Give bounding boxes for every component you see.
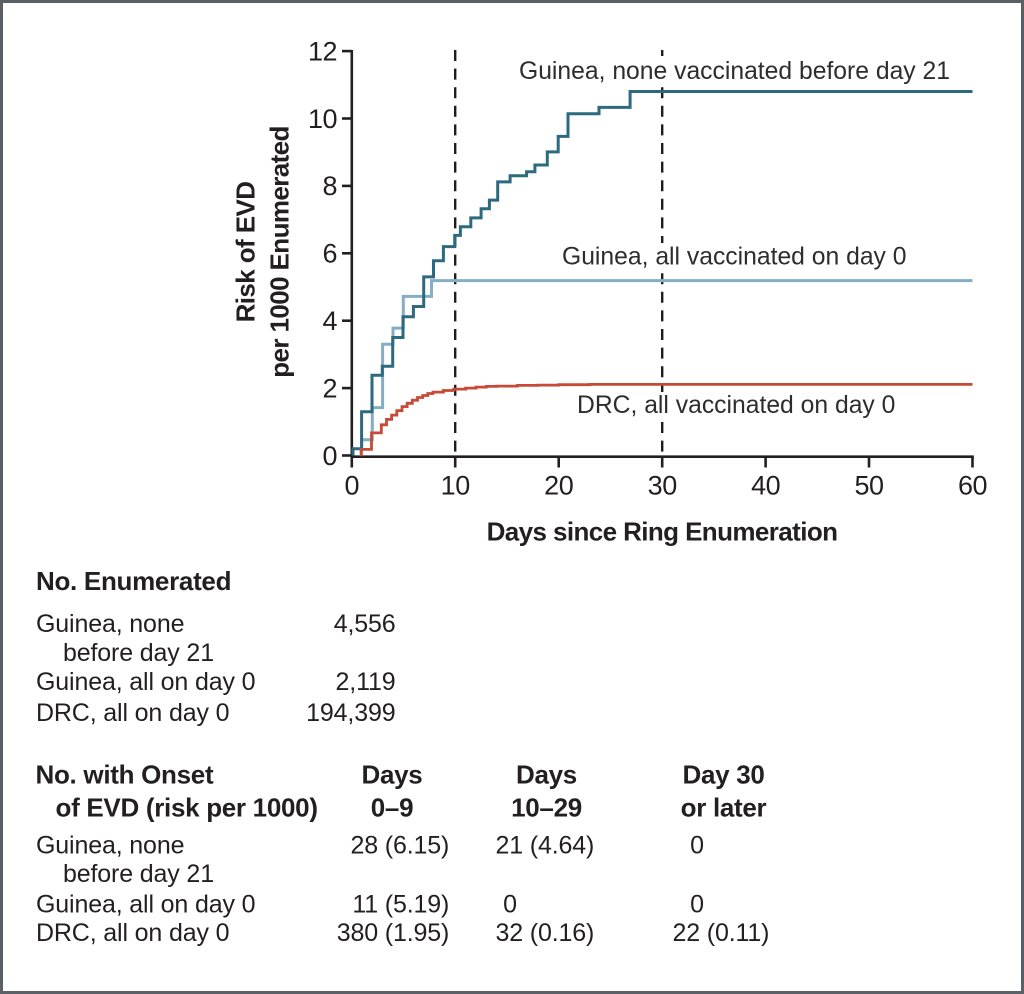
svg-text:(4.64): (4.64) [523,832,594,860]
svg-text:8: 8 [322,171,337,201]
svg-text:4,556: 4,556 [334,610,396,638]
svg-text:30: 30 [648,471,677,501]
svg-text:21: 21 [495,832,523,860]
svg-text:0: 0 [322,441,337,471]
svg-text:Guinea, none: Guinea, none [36,832,184,860]
svg-text:50: 50 [854,471,883,501]
svg-text:DRC, all vaccinated on day 0: DRC, all vaccinated on day 0 [577,392,895,419]
svg-text:Guinea, none: Guinea, none [36,610,184,638]
svg-text:0: 0 [345,471,360,501]
svg-text:DRC, all on day 0: DRC, all on day 0 [36,919,229,947]
svg-text:Guinea, all on day 0: Guinea, all on day 0 [36,890,255,918]
svg-text:11: 11 [352,890,378,918]
svg-text:32: 32 [495,919,523,947]
svg-text:2,119: 2,119 [336,668,396,696]
svg-text:DRC, all on day 0: DRC, all on day 0 [36,699,229,727]
svg-text:10: 10 [441,471,470,501]
svg-text:Days: Days [362,760,423,790]
svg-text:2: 2 [322,373,337,403]
svg-text:6: 6 [322,239,337,269]
svg-text:60: 60 [958,471,987,501]
svg-text:before day 21: before day 21 [63,860,214,888]
svg-text:0–9: 0–9 [371,792,413,822]
svg-text:(5.19): (5.19) [378,890,449,918]
svg-text:10–29: 10–29 [511,792,582,822]
svg-text:380: 380 [337,919,378,947]
svg-text:Days since Ring Enumeration: Days since Ring Enumeration [487,517,838,547]
svg-text:(6.15): (6.15) [378,832,449,860]
svg-text:(0.11): (0.11) [700,919,769,947]
svg-text:20: 20 [544,471,573,501]
svg-text:No. Enumerated: No. Enumerated [36,566,231,596]
svg-text:Guinea, all vaccinated on day: Guinea, all vaccinated on day 0 [562,244,906,271]
svg-text:of EVD (risk per 1000): of EVD (risk per 1000) [56,792,318,822]
svg-text:28: 28 [350,832,378,860]
svg-text:4: 4 [322,306,337,336]
svg-text:No. with Onset: No. with Onset [36,760,214,790]
svg-text:Guinea, none vaccinated before: Guinea, none vaccinated before day 21 [519,58,950,85]
svg-text:(0.16): (0.16) [523,919,594,947]
svg-text:Guinea, all on day 0: Guinea, all on day 0 [36,668,255,696]
svg-text:10: 10 [308,104,337,134]
svg-text:per 1000 Enumerated: per 1000 Enumerated [265,126,295,378]
svg-text:0: 0 [503,890,517,918]
svg-text:12: 12 [308,36,337,66]
svg-text:before day 21: before day 21 [63,639,214,667]
svg-text:Days: Days [516,760,577,790]
svg-text:(1.95): (1.95) [378,919,449,947]
svg-text:194,399: 194,399 [306,699,395,727]
svg-text:0: 0 [690,890,704,918]
svg-text:Risk of EVD: Risk of EVD [231,182,261,323]
svg-text:or later: or later [681,792,767,822]
svg-text:40: 40 [751,471,780,501]
svg-text:0: 0 [690,832,704,860]
svg-text:Day 30: Day 30 [682,760,764,790]
svg-text:22: 22 [672,919,700,947]
